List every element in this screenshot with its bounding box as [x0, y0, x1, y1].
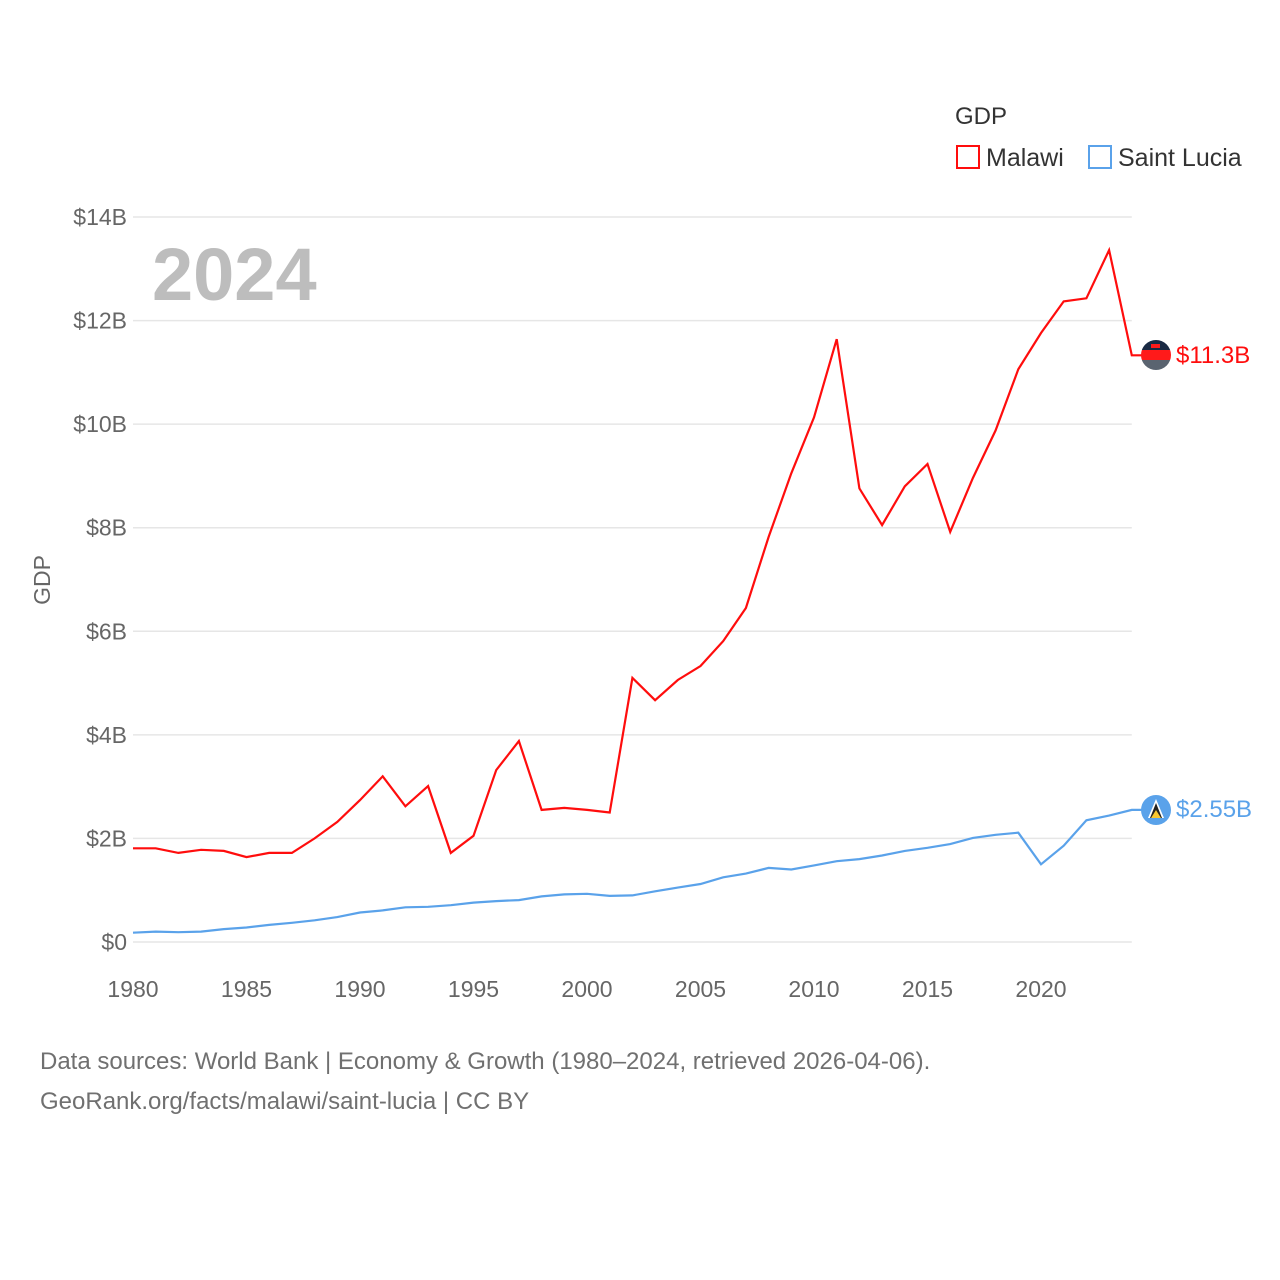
x-tick-label: 1980 [107, 976, 158, 1002]
year-label: 2024 [152, 233, 317, 316]
x-axis-ticks: 1980 1985 1990 1995 2000 2005 2010 2015 2020 [107, 976, 1066, 1002]
y-tick-label: $4B [86, 722, 127, 748]
end-marker-malawi: $11.3B [1141, 340, 1250, 370]
legend-label-saint-lucia: Saint Lucia [1118, 144, 1242, 172]
legend-title: GDP [955, 103, 1007, 130]
x-tick-label: 2005 [675, 976, 726, 1002]
y-tick-label: $8B [86, 515, 127, 541]
x-tick-label: 1990 [334, 976, 385, 1002]
source-line: Data sources: World Bank | Economy & Gro… [40, 1048, 931, 1075]
data-source-footer: Data sources: World Bank | Economy & Gro… [40, 1042, 930, 1122]
y-axis-label: GDP [29, 555, 55, 605]
attribution-link[interactable]: GeoRank.org/facts/malawi/saint-lucia | C… [40, 1088, 530, 1115]
y-tick-label: $10B [73, 411, 127, 437]
y-tick-label: $0 [101, 929, 127, 955]
y-tick-label: $6B [86, 618, 127, 644]
end-label-malawi: $11.3B [1176, 342, 1250, 369]
x-tick-label: 2020 [1015, 976, 1066, 1002]
legend-swatch-saint-lucia [1088, 145, 1112, 169]
y-axis-ticks: $0 $2B $4B $6B $8B $10B $12B $14B [73, 204, 127, 955]
y-tick-label: $14B [73, 204, 127, 230]
legend: GDP Malawi Saint Lucia [955, 103, 1242, 172]
x-tick-label: 1985 [221, 976, 272, 1002]
legend-label-malawi: Malawi [986, 144, 1064, 172]
grid-lines [133, 216, 1132, 943]
end-marker-saint-lucia: $2.55B [1141, 795, 1252, 825]
legend-swatch-malawi [956, 145, 980, 169]
saint-lucia-flag-icon [1141, 795, 1171, 825]
y-tick-label: $12B [73, 308, 127, 334]
x-tick-label: 2015 [902, 976, 953, 1002]
x-tick-label: 2000 [561, 976, 612, 1002]
legend-item-malawi[interactable]: Malawi [956, 144, 1064, 172]
y-tick-label: $2B [86, 825, 127, 851]
series-line-malawi [133, 246, 1142, 859]
legend-item-saint-lucia[interactable]: Saint Lucia [1088, 144, 1242, 172]
series-line-saint-lucia [132, 808, 1142, 934]
end-label-saint-lucia: $2.55B [1176, 796, 1252, 823]
x-tick-label: 1995 [448, 976, 499, 1002]
series-lines [132, 246, 1142, 934]
malawi-flag-icon [1141, 340, 1171, 370]
x-tick-label: 2010 [788, 976, 839, 1002]
